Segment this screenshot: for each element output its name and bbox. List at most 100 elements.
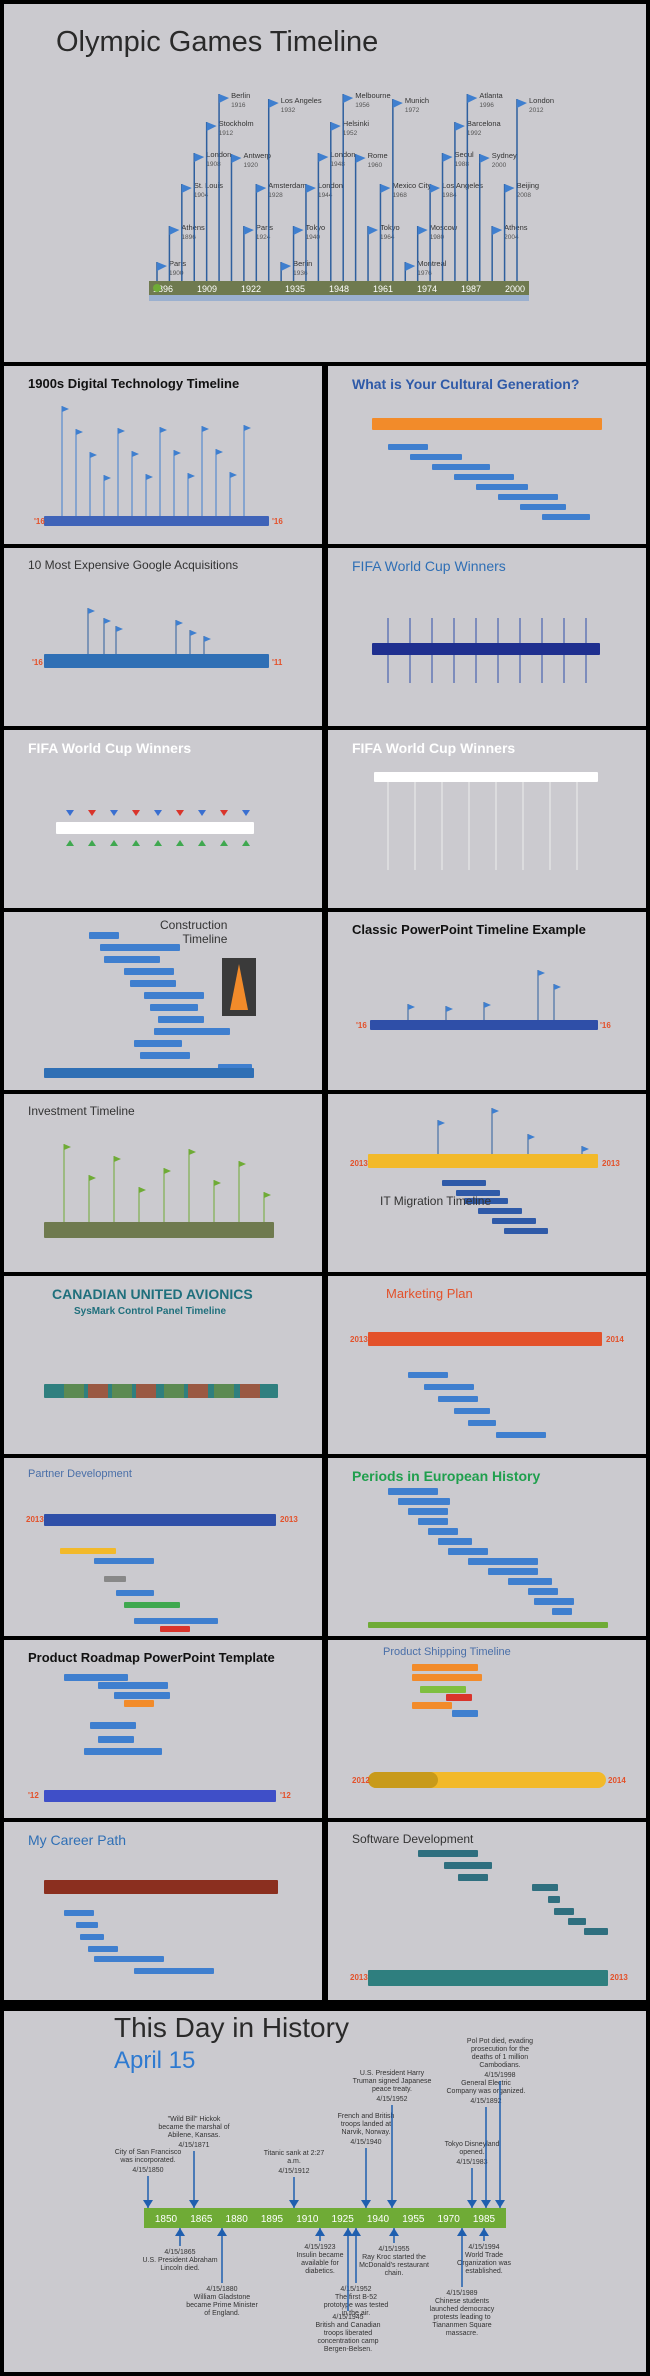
- thumbnail-slide[interactable]: 2013 2013 Software Development: [328, 1822, 646, 2000]
- axis-bar: [368, 1332, 602, 1346]
- slide-this-day-in-history[interactable]: 1850 1865 1880 1895 1910 1925 1940 1955 1970 1985…: [4, 2011, 646, 2372]
- event-date: 4/15/1945: [332, 2314, 363, 2321]
- thumbnail-title: Partner Development: [28, 1468, 132, 1480]
- flag-year: 1896: [181, 234, 196, 241]
- timeline-flag: [407, 1004, 415, 1020]
- timeline-bar: [488, 1568, 538, 1575]
- thumbnail-slide[interactable]: What is Your Cultural Generation?: [328, 366, 646, 544]
- event-text: protests leading to: [433, 2314, 490, 2321]
- thumbnail-slide[interactable]: 2012 2014 Product Shipping Timeline: [328, 1640, 646, 1818]
- timeline-bar: [418, 1518, 448, 1525]
- avionics-segment: [112, 1384, 132, 1398]
- flag-year: 1940: [306, 234, 321, 241]
- event-text: Narvik, Norway.: [342, 2129, 391, 2136]
- timeline-bar: [542, 514, 590, 520]
- timeline-bar: [76, 1922, 98, 1928]
- event-arrow: [315, 2228, 325, 2236]
- thumbnail-slide[interactable]: FIFA World Cup Winners: [328, 548, 646, 726]
- timeline-bar: [388, 1488, 438, 1495]
- thumbnail-slide[interactable]: '12 '12 Product Roadmap PowerPoint Templat…: [4, 1640, 322, 1818]
- timeline-bar: [568, 1918, 586, 1925]
- event-date: 4/15/1989: [446, 2290, 477, 2297]
- olympic-flag: Athens 2004: [491, 223, 528, 281]
- thumbnail-slide[interactable]: FIFA World Cup Winners: [4, 730, 322, 908]
- timeline-flag: [263, 1192, 271, 1222]
- olympic-timeline-graphic: 1896 1909 1922 1935 1948 1961 1974 1987 2000 Pari…: [149, 91, 554, 301]
- day-title: This Day in History: [114, 2012, 349, 2043]
- year-label: 2013: [280, 1515, 298, 1524]
- timeline-bar: [528, 1588, 558, 1595]
- timeline-bar: [456, 1190, 500, 1196]
- thumbnail-graphic: 2013 2013: [350, 1850, 628, 1986]
- thumbnail-slide[interactable]: FIFA World Cup Winners: [328, 730, 646, 908]
- thumbnail-slide[interactable]: Periods in European History: [328, 1458, 646, 1636]
- timeline-flag: [175, 620, 183, 654]
- thumbnail-title: FIFA World Cup Winners: [352, 558, 506, 574]
- axis-year-label: 1970: [438, 2214, 461, 2225]
- flag-city: Antwerp: [243, 151, 271, 160]
- timeline-bar: [144, 992, 204, 999]
- olympic-flag: Stockholm 1912: [205, 119, 254, 281]
- axis-bar: [44, 1068, 254, 1078]
- thumbnail-slide[interactable]: Investment Timeline: [4, 1094, 322, 1272]
- year-label: 2013: [26, 1515, 44, 1524]
- timeline-bar: [98, 1736, 134, 1743]
- timeline-bar: [496, 1432, 546, 1438]
- event-arrow: [479, 2228, 489, 2236]
- slide-olympic-timeline[interactable]: 1896 1909 1922 1935 1948 1961 1974 1987 2000 Pari…: [4, 4, 646, 362]
- timeline-flag: [173, 450, 181, 516]
- olympic-flag: Seoul 1988: [441, 150, 474, 281]
- event-text: Tokyo Disneyland: [445, 2141, 500, 2148]
- timeline-flag: [145, 474, 153, 516]
- thumbnail-slide[interactable]: 2013 2013 IT Migration Timeline: [328, 1094, 646, 1272]
- flag-year: 1968: [392, 192, 407, 199]
- flag-city: Los Angeles: [442, 181, 483, 190]
- event-date: 4/15/1994: [468, 2244, 499, 2251]
- timeline-bar: [134, 1618, 218, 1624]
- olympic-flag: Antwerp 1920: [230, 151, 271, 281]
- year-label: 2013: [350, 1159, 368, 1168]
- fifa-marker: [176, 840, 184, 846]
- flag-city: Tokyo: [306, 223, 326, 232]
- thumbnail-slide[interactable]: '16 '16 1900s Digital Technology Timeline: [4, 366, 322, 544]
- fifa-marker: [220, 840, 228, 846]
- thumbnail-slide[interactable]: '16 '16 Classic PowerPoint Timeline Exampl…: [328, 912, 646, 1090]
- thumbnail-slide[interactable]: Construction Timeline: [4, 912, 322, 1090]
- olympic-flag: Paris 1924: [243, 223, 273, 281]
- fifa-marker: [198, 840, 206, 846]
- event-text: Chinese students: [435, 2298, 490, 2305]
- flag-year: 1916: [231, 102, 246, 109]
- timeline-bar: [64, 1910, 94, 1916]
- flag-city: Barcelona: [467, 119, 502, 128]
- event-text: City of San Francisco: [115, 2149, 182, 2156]
- year-label: 2013: [350, 1335, 368, 1344]
- event-text: Ray Kroc started the: [362, 2254, 426, 2261]
- olympic-flag: Los Angeles 1932: [267, 96, 322, 281]
- event-date: 4/15/1892: [470, 2098, 501, 2105]
- timeline-bar: [94, 1558, 154, 1564]
- fifa-marker: [176, 810, 184, 816]
- timeline-bar: [468, 1420, 496, 1426]
- event-text: established.: [465, 2268, 502, 2275]
- thumbnail-slide[interactable]: '16 '11 10 Most Expensive Google Acquisiti…: [4, 548, 322, 726]
- thumbnail-title: Software Development: [352, 1832, 474, 1846]
- thumbnail-slide[interactable]: My Career Path: [4, 1822, 322, 2000]
- axis-year-label: 1948: [329, 284, 349, 294]
- axis-year-label: 1974: [417, 284, 437, 294]
- timeline-bar: [476, 484, 528, 490]
- flag-year: 1904: [194, 192, 209, 199]
- thumbnail-slide[interactable]: 2013 2014 Marketing Plan: [328, 1276, 646, 1454]
- axis-segment: [368, 1772, 438, 1788]
- thumbnail-slide[interactable]: CANADIAN UNITED AVIONICS SysMark Control …: [4, 1276, 322, 1454]
- thumbnail-slide[interactable]: 2013 2013 Partner Development: [4, 1458, 322, 1636]
- thumbnail-graphic: [44, 932, 256, 1078]
- event-arrow: [361, 2200, 371, 2208]
- event-date: 4/15/1850: [132, 2167, 163, 2174]
- timeline-bar: [464, 1198, 508, 1204]
- event-text: The first B-52: [335, 2294, 377, 2301]
- flag-city: St. Louis: [194, 181, 223, 190]
- timeline-bar: [124, 1700, 154, 1707]
- event-text: troops liberated: [324, 2330, 372, 2337]
- flag-city: Montreal: [417, 259, 447, 268]
- timeline-bar: [84, 1748, 162, 1755]
